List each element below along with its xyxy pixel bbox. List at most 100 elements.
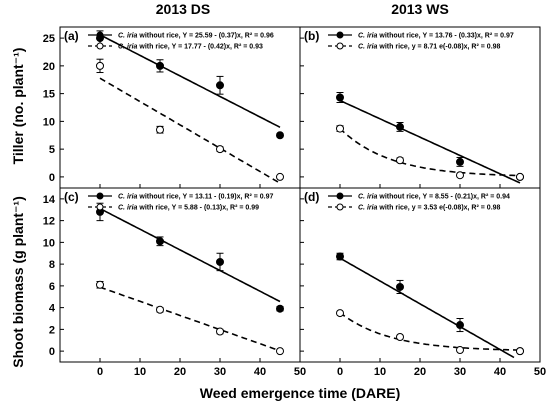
legend-marker bbox=[96, 192, 104, 200]
y-tick-label: 5 bbox=[49, 144, 55, 156]
legend-equation: Y = 8.55 - (0.21)x, R² = 0.94 bbox=[422, 194, 510, 201]
point-with-rice bbox=[516, 347, 524, 356]
fit-line-without-rice bbox=[339, 99, 521, 184]
point-with-rice bbox=[336, 309, 344, 318]
point-with-rice bbox=[216, 145, 224, 154]
legend-treatment: with rice, bbox=[138, 205, 171, 212]
legend-marker bbox=[336, 192, 344, 200]
x-tick-label: 50 bbox=[534, 366, 546, 378]
y-tick-label: 0 bbox=[49, 346, 55, 358]
y-tick-label: 8 bbox=[49, 259, 55, 271]
point-with-rice bbox=[156, 305, 164, 314]
legend-species: C. iria bbox=[358, 33, 379, 40]
legend-entry: C. iria with rice, Y = 17.77 - (0.42)x, … bbox=[118, 44, 263, 51]
point-without-rice bbox=[216, 257, 224, 266]
y-tick-label: 2 bbox=[49, 324, 55, 336]
y-tick-label: 14 bbox=[43, 194, 56, 206]
panel-a: 0 5 10 15 20 25 (a) C. iria without rice, Y = 2… bbox=[43, 26, 301, 189]
y-tick-label: 10 bbox=[43, 116, 55, 128]
legend-entry: C. iria with rice, y = 8.71 e(-0.08)x, R… bbox=[358, 44, 501, 51]
point-with-rice bbox=[516, 172, 524, 181]
x-tick-label: 10 bbox=[374, 366, 386, 378]
panel-frame bbox=[59, 187, 301, 363]
y-tick-label: 6 bbox=[49, 281, 55, 293]
legend-equation: y = 3.53 e(-0.08)x, R² = 0.98 bbox=[412, 205, 501, 212]
legend-species: C. iria bbox=[358, 194, 379, 201]
point-without-rice bbox=[276, 304, 284, 313]
legend-marker bbox=[96, 31, 104, 39]
panel-label: (a) bbox=[64, 29, 79, 43]
legend-species: C. iria bbox=[118, 205, 139, 212]
legend-equation: y = 8.71 e(-0.08)x, R² = 0.98 bbox=[412, 44, 501, 51]
legend-marker bbox=[336, 203, 344, 211]
y-axis-label-biomass: Shoot biomass (g plant⁻¹) bbox=[10, 196, 26, 368]
panel-label: (d) bbox=[304, 190, 319, 204]
legend-entry: C. iria without rice, Y = 13.11 - (0.19)… bbox=[118, 194, 273, 201]
fit-line-with-rice bbox=[339, 127, 521, 177]
point-with-rice bbox=[456, 346, 464, 355]
fit-line-without-rice bbox=[99, 207, 281, 303]
legend-marker bbox=[96, 42, 104, 50]
point-with-rice bbox=[396, 156, 404, 165]
point-with-rice bbox=[396, 332, 404, 341]
legend-equation: Y = 5.88 - (0.13)x, R² = 0.99 bbox=[172, 205, 260, 212]
legend-species: C. iria bbox=[118, 194, 139, 201]
legend-marker bbox=[336, 31, 344, 39]
y-tick-label: 20 bbox=[43, 61, 55, 73]
legend-equation: Y = 13.76 - (0.33)x, R² = 0.97 bbox=[422, 33, 513, 40]
point-without-rice bbox=[156, 61, 164, 70]
point-without-rice bbox=[336, 93, 344, 102]
point-without-rice bbox=[396, 282, 404, 291]
legend-equation: Y = 25.59 - (0.37)x, R² = 0.96 bbox=[182, 33, 273, 40]
x-tick-label: 0 bbox=[337, 366, 343, 378]
legend-treatment: with rice, bbox=[138, 44, 171, 51]
legend-treatment: without rice, bbox=[138, 194, 182, 201]
panel-frame bbox=[299, 187, 541, 363]
point-with-rice bbox=[456, 171, 464, 180]
point-with-rice bbox=[96, 280, 104, 289]
x-tick-label: 0 bbox=[97, 366, 103, 378]
legend-entry: C. iria with rice, y = 3.53 e(-0.08)x, R… bbox=[358, 205, 501, 212]
legend-entry: C. iria without rice, Y = 13.76 - (0.33)… bbox=[358, 33, 514, 40]
fit-line-without-rice bbox=[99, 34, 281, 129]
legend-marker bbox=[96, 203, 104, 211]
legend-marker bbox=[336, 42, 344, 50]
fit-line-with-rice bbox=[339, 312, 521, 351]
x-tick-label: 40 bbox=[254, 366, 266, 378]
panel-c: 0 2 4 6 8 10 12 14 0 10 20 30 40 50 (c) C. iria without… bbox=[43, 187, 306, 378]
x-tick-label: 40 bbox=[494, 366, 506, 378]
legend-equation: Y = 17.77 - (0.42)x, R² = 0.93 bbox=[172, 44, 263, 51]
x-tick-label: 50 bbox=[294, 366, 306, 378]
point-with-rice bbox=[276, 172, 284, 181]
panel-label: (c) bbox=[64, 190, 79, 204]
legend-entry: C. iria without rice, Y = 25.59 - (0.37)… bbox=[118, 33, 274, 40]
x-tick-label: 10 bbox=[134, 366, 146, 378]
legend-equation: Y = 13.11 - (0.19)x, R² = 0.97 bbox=[182, 194, 273, 201]
y-tick-label: 12 bbox=[43, 216, 55, 228]
fit-line-without-rice bbox=[339, 257, 515, 359]
y-tick-label: 4 bbox=[49, 303, 56, 315]
point-with-rice bbox=[216, 327, 224, 336]
panel-frame bbox=[299, 26, 541, 189]
legend-entry: C. iria without rice, Y = 8.55 - (0.21)x… bbox=[358, 194, 510, 201]
legend-species: C. iria bbox=[358, 44, 379, 51]
fit-line-with-rice bbox=[99, 286, 281, 352]
point-without-rice bbox=[396, 122, 404, 131]
legend-treatment: without rice, bbox=[378, 33, 422, 40]
point-without-rice bbox=[156, 237, 164, 246]
x-tick-label: 20 bbox=[414, 366, 426, 378]
x-tick-label: 30 bbox=[454, 366, 466, 378]
panel-frame bbox=[59, 26, 301, 189]
fit-line-with-rice bbox=[99, 77, 281, 184]
x-tick-label: 30 bbox=[214, 366, 226, 378]
y-tick-label: 25 bbox=[43, 33, 55, 45]
column-title-ds: 2013 DS bbox=[156, 1, 210, 17]
panel-b: (b) C. iria without rice, Y = 13.76 - (0.… bbox=[299, 26, 541, 189]
x-tick-label: 20 bbox=[174, 366, 186, 378]
point-with-rice bbox=[276, 347, 284, 356]
legend-treatment: without rice, bbox=[378, 194, 422, 201]
x-axis-label: Weed emergence time (DARE) bbox=[200, 385, 400, 401]
legend-treatment: with rice, bbox=[378, 205, 411, 212]
panel-d: 0 10 20 30 40 50 (d) C. iria without rice, Y = … bbox=[299, 187, 546, 378]
